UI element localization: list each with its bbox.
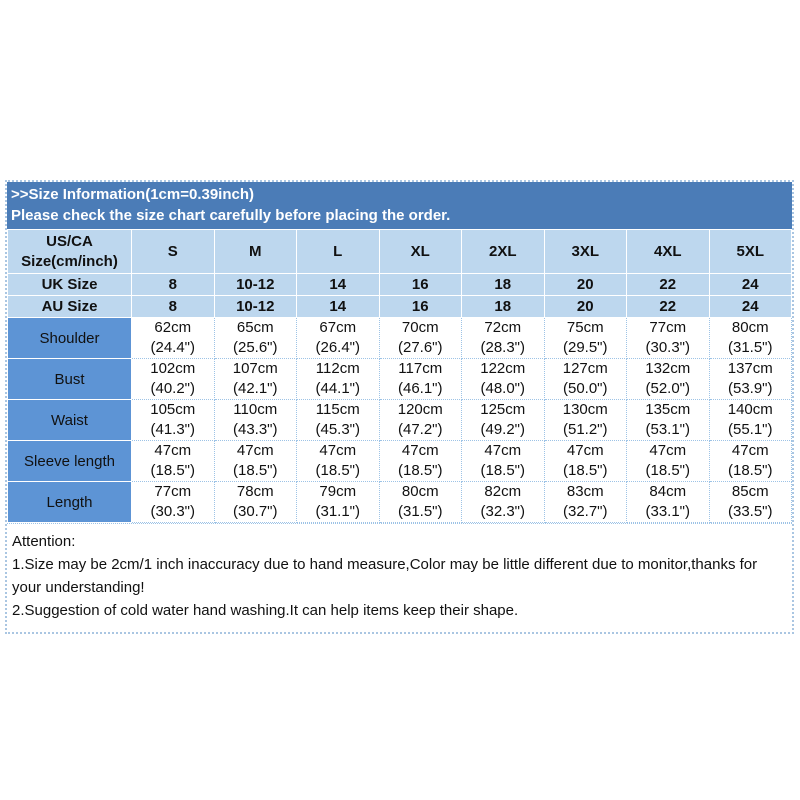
measurement-value: 83cm (32.7") xyxy=(543,481,627,523)
size-col-header: 5XL xyxy=(708,229,792,274)
measurement-value: 47cm (18.5") xyxy=(543,440,627,482)
measurement-value: 72cm (28.3") xyxy=(461,317,545,359)
measurement-value: 80cm (31.5") xyxy=(708,317,792,359)
uk-size-value: 8 xyxy=(131,273,215,296)
measurement-row-length: Length 77cm (30.3") 78cm (30.7") 79cm (3… xyxy=(7,481,792,523)
size-col-header: L xyxy=(296,229,380,274)
measurement-value: 77cm (30.3") xyxy=(131,481,215,523)
measurement-value: 117cm (46.1") xyxy=(378,358,462,400)
measurement-value: 70cm (27.6") xyxy=(378,317,462,359)
measurement-row-shoulder: Shoulder 62cm (24.4") 65cm (25.6") 67cm … xyxy=(7,317,792,359)
au-size-value: 20 xyxy=(543,295,627,318)
size-col-header: M xyxy=(213,229,297,274)
measurement-value: 79cm (31.1") xyxy=(296,481,380,523)
measurement-row-waist: Waist 105cm (41.3") 110cm (43.3") 115cm … xyxy=(7,399,792,441)
attention-section: Attention: 1.Size may be 2cm/1 inch inac… xyxy=(7,523,792,632)
size-info-banner: >>Size Information(1cm=0.39inch) Please … xyxy=(7,182,792,229)
measurement-value: 102cm (40.2") xyxy=(131,358,215,400)
uk-size-row-label: UK Size xyxy=(7,273,132,296)
measurement-value: 67cm (26.4") xyxy=(296,317,380,359)
size-col-header: 2XL xyxy=(461,229,545,274)
measurement-value: 120cm (47.2") xyxy=(378,399,462,441)
attention-note-1: 1.Size may be 2cm/1 inch inaccuracy due … xyxy=(12,556,758,596)
attention-title: Attention: xyxy=(12,533,76,550)
uk-size-value: 18 xyxy=(461,273,545,296)
measurement-value: 122cm (48.0") xyxy=(461,358,545,400)
measurement-value: 125cm (49.2") xyxy=(461,399,545,441)
measurement-value: 62cm (24.4") xyxy=(131,317,215,359)
uk-size-value: 16 xyxy=(378,273,462,296)
measurement-value: 47cm (18.5") xyxy=(378,440,462,482)
au-size-row-label: AU Size xyxy=(7,295,132,318)
au-size-value: 18 xyxy=(461,295,545,318)
measurement-value: 47cm (18.5") xyxy=(296,440,380,482)
uk-size-value: 20 xyxy=(543,273,627,296)
measurement-value: 78cm (30.7") xyxy=(213,481,297,523)
size-col-header: 4XL xyxy=(626,229,710,274)
corner-header-cell: US/CA Size(cm/inch) xyxy=(7,229,132,274)
measurement-row-label: Shoulder xyxy=(7,317,132,359)
measurement-value: 85cm (33.5") xyxy=(708,481,792,523)
uk-size-value: 24 xyxy=(708,273,792,296)
measurement-value: 47cm (18.5") xyxy=(213,440,297,482)
measurement-value: 115cm (45.3") xyxy=(296,399,380,441)
measurement-value: 77cm (30.3") xyxy=(626,317,710,359)
au-size-value: 24 xyxy=(708,295,792,318)
measurement-value: 140cm (55.1") xyxy=(708,399,792,441)
measurement-value: 137cm (53.9") xyxy=(708,358,792,400)
au-size-value: 10-12 xyxy=(213,295,297,318)
measurement-value: 47cm (18.5") xyxy=(708,440,792,482)
au-size-value: 8 xyxy=(131,295,215,318)
measurement-value: 47cm (18.5") xyxy=(461,440,545,482)
measurement-value: 107cm (42.1") xyxy=(213,358,297,400)
measurement-value: 80cm (31.5") xyxy=(378,481,462,523)
uk-size-value: 10-12 xyxy=(213,273,297,296)
size-chart-sheet: >>Size Information(1cm=0.39inch) Please … xyxy=(5,180,794,634)
au-size-value: 14 xyxy=(296,295,380,318)
measurement-row-sleeve-length: Sleeve length 47cm (18.5") 47cm (18.5") … xyxy=(7,440,792,482)
au-size-value: 16 xyxy=(378,295,462,318)
banner-title: >>Size Information(1cm=0.39inch) xyxy=(11,186,254,203)
attention-note-2: 2.Suggestion of cold water hand washing.… xyxy=(12,602,519,619)
measurement-value: 110cm (43.3") xyxy=(213,399,297,441)
uk-size-value: 22 xyxy=(626,273,710,296)
uk-size-value: 14 xyxy=(296,273,380,296)
measurement-value: 82cm (32.3") xyxy=(461,481,545,523)
measurement-value: 132cm (52.0") xyxy=(626,358,710,400)
measurement-value: 135cm (53.1") xyxy=(626,399,710,441)
measurement-row-bust: Bust 102cm (40.2") 107cm (42.1") 112cm (… xyxy=(7,358,792,400)
measurement-value: 112cm (44.1") xyxy=(296,358,380,400)
size-chart-table: US/CA Size(cm/inch) S M L XL 2XL 3XL 4XL… xyxy=(7,229,792,523)
measurement-value: 130cm (51.2") xyxy=(543,399,627,441)
au-size-row: AU Size 8 10-12 14 16 18 20 22 24 xyxy=(7,295,792,318)
measurement-row-label: Sleeve length xyxy=(7,440,132,482)
size-col-header: S xyxy=(131,229,215,274)
uk-size-row: UK Size 8 10-12 14 16 18 20 22 24 xyxy=(7,273,792,296)
measurement-row-label: Bust xyxy=(7,358,132,400)
measurement-value: 127cm (50.0") xyxy=(543,358,627,400)
size-header-row: US/CA Size(cm/inch) S M L XL 2XL 3XL 4XL… xyxy=(7,229,792,274)
measurement-value: 105cm (41.3") xyxy=(131,399,215,441)
measurement-row-label: Length xyxy=(7,481,132,523)
measurement-value: 65cm (25.6") xyxy=(213,317,297,359)
banner-subtitle: Please check the size chart carefully be… xyxy=(11,207,451,224)
au-size-value: 22 xyxy=(626,295,710,318)
measurement-value: 47cm (18.5") xyxy=(626,440,710,482)
size-col-header: XL xyxy=(378,229,462,274)
measurement-value: 75cm (29.5") xyxy=(543,317,627,359)
measurement-value: 84cm (33.1") xyxy=(626,481,710,523)
measurement-value: 47cm (18.5") xyxy=(131,440,215,482)
size-col-header: 3XL xyxy=(543,229,627,274)
measurement-row-label: Waist xyxy=(7,399,132,441)
